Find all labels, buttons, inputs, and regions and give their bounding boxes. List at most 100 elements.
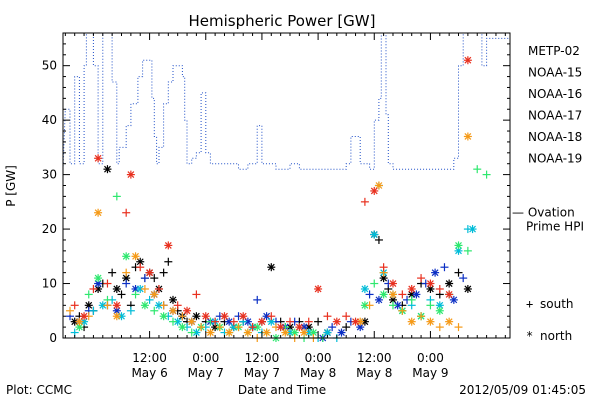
data-point-north [337, 328, 346, 337]
data-point-south [178, 312, 187, 321]
data-point-south [248, 323, 257, 332]
data-point-north [454, 246, 463, 255]
data-point-south [122, 208, 131, 217]
data-point-south [388, 301, 397, 310]
data-point-north [140, 301, 149, 310]
data-point-south [66, 306, 75, 315]
marker-legend-symbol: + [526, 297, 533, 311]
data-point-south [360, 197, 369, 206]
data-point-north [463, 132, 472, 141]
data-point-south [342, 323, 351, 332]
data-point-north [164, 241, 173, 250]
data-point-south [328, 323, 337, 332]
data-point-north [94, 208, 103, 217]
data-point-north [112, 301, 121, 310]
data-point-south [314, 317, 323, 326]
data-point-south [482, 170, 491, 179]
data-point-north [206, 328, 215, 337]
data-point-north [407, 284, 416, 293]
data-point-south [473, 165, 482, 174]
x-tick-time-label: 12:00 [245, 351, 280, 365]
data-point-north [239, 312, 248, 321]
data-point-south [365, 290, 374, 299]
data-point-south [454, 323, 463, 332]
data-point-south [267, 312, 276, 321]
marker-legend-label: north [540, 329, 572, 343]
data-point-south [435, 323, 444, 332]
data-point-south [140, 274, 149, 283]
data-point-north [379, 290, 388, 299]
data-point-south [435, 284, 444, 293]
data-point-south [398, 306, 407, 315]
data-point-south [440, 263, 449, 272]
data-point-north [243, 317, 252, 326]
marker-legend-symbol: * [526, 329, 533, 343]
data-point-north [122, 252, 131, 261]
data-point-south [286, 317, 295, 326]
data-point-north [225, 328, 234, 337]
y-tick-label: 10 [42, 277, 57, 291]
x-tick-date-label: May 8 [356, 366, 392, 380]
data-point-south [117, 290, 126, 299]
data-point-north [178, 323, 187, 332]
data-point-south [108, 268, 117, 277]
plot-frame [62, 32, 511, 339]
data-point-north [388, 290, 397, 299]
data-point-south [150, 306, 159, 315]
x-axis-label: Date and Time [238, 383, 326, 397]
data-point-south [197, 323, 206, 332]
data-point-north [323, 328, 332, 337]
data-point-north [454, 241, 463, 250]
data-point-north [468, 225, 477, 234]
y-tick-label: 0 [49, 331, 57, 345]
data-point-north [407, 317, 416, 326]
data-point-south [454, 268, 463, 277]
data-point-south [253, 295, 262, 304]
x-tick-time-label: 0:00 [417, 351, 444, 365]
data-point-north [187, 317, 196, 326]
data-point-north [276, 323, 285, 332]
data-point-south [459, 274, 468, 283]
ovation-legend-label: Prime HPI [526, 220, 584, 234]
legend-entry: NOAA-15 [528, 66, 582, 80]
data-point-south [417, 274, 426, 283]
data-point-north [388, 279, 397, 288]
data-point-south [131, 290, 140, 299]
data-point-south [374, 235, 383, 244]
data-point-south [365, 301, 374, 310]
data-point-south [136, 263, 145, 272]
data-point-north [295, 323, 304, 332]
data-point-north [150, 290, 159, 299]
legend-entry: NOAA-16 [528, 87, 582, 101]
data-point-north [257, 317, 266, 326]
data-point-south [187, 328, 196, 337]
x-tick-date-label: May 9 [412, 366, 448, 380]
data-point-south [398, 290, 407, 299]
legend-entry: NOAA-17 [528, 109, 582, 123]
data-point-south [126, 306, 135, 315]
data-point-north [374, 181, 383, 190]
data-point-north [332, 317, 341, 326]
data-point-south [112, 192, 121, 201]
data-point-south [168, 317, 177, 326]
data-point-north [314, 284, 323, 293]
data-point-north [75, 317, 84, 326]
data-point-north [426, 279, 435, 288]
data-point-south [417, 312, 426, 321]
data-point-north [426, 284, 435, 293]
x-tick-date-label: May 7 [188, 366, 224, 380]
data-point-north [103, 165, 112, 174]
data-point-south [84, 290, 93, 299]
legend: METP-02 NOAA-15 NOAA-16 NOAA-17 NOAA-18 NOAA-… [512, 44, 584, 343]
x-tick-time-label: 12:00 [357, 351, 392, 365]
data-point-south [173, 301, 182, 310]
data-point-north [267, 263, 276, 272]
y-tick-label: 20 [42, 222, 57, 236]
legend-entry: NOAA-18 [528, 130, 582, 144]
y-tick-label: 30 [42, 168, 57, 182]
data-point-north [243, 328, 252, 337]
data-point-south [103, 279, 112, 288]
data-point-south [234, 323, 243, 332]
ovation-line [63, 33, 510, 170]
data-point-north [112, 312, 121, 321]
